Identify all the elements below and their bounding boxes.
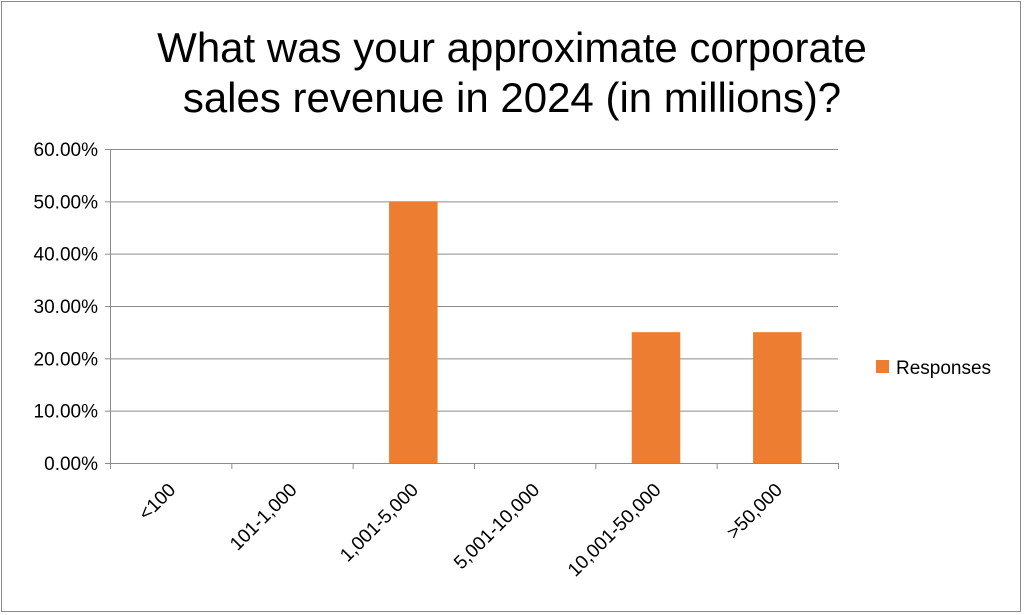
x-tick-label: <100 bbox=[135, 480, 180, 525]
x-tick-label: >50,000 bbox=[723, 480, 787, 544]
axes bbox=[110, 149, 839, 469]
y-tick-label: 60.00% bbox=[34, 140, 99, 161]
bar bbox=[753, 332, 802, 463]
chart-title-line-1: What was your approximate corporate bbox=[157, 24, 867, 71]
y-tick-label: 20.00% bbox=[34, 349, 99, 370]
x-tick-label: 1,001-5,000 bbox=[336, 480, 423, 567]
y-tick-label: 0.00% bbox=[44, 454, 98, 475]
x-axis-tick-labels: <100 101-1,000 1,001-5,000 5,001-10,000 10,0… bbox=[135, 480, 787, 582]
y-tick-label: 50.00% bbox=[34, 192, 99, 213]
y-tick-label: 40.00% bbox=[34, 245, 99, 266]
x-tick-label: 5,001-10,000 bbox=[450, 480, 544, 574]
bar bbox=[631, 332, 681, 463]
gridlines bbox=[105, 149, 838, 464]
chart-title: What was your approximate corporate sale… bbox=[157, 24, 867, 121]
x-tick-label: 101-1,000 bbox=[226, 480, 301, 555]
y-axis-tick-labels: 0.00% 10.00% 20.00% 30.00% 40.00% 50.00% 60.00… bbox=[34, 140, 99, 475]
legend-label-responses: Responses bbox=[896, 358, 991, 379]
y-tick-label: 10.00% bbox=[34, 402, 99, 423]
legend: Responses bbox=[876, 358, 991, 379]
bar bbox=[389, 201, 438, 464]
x-tick-label: 10,001-50,000 bbox=[564, 480, 666, 582]
y-tick-label: 30.00% bbox=[34, 297, 99, 318]
legend-swatch-responses bbox=[876, 360, 889, 373]
bars bbox=[389, 201, 802, 464]
chart-title-line-2: sales revenue in 2024 (in millions)? bbox=[183, 74, 841, 121]
